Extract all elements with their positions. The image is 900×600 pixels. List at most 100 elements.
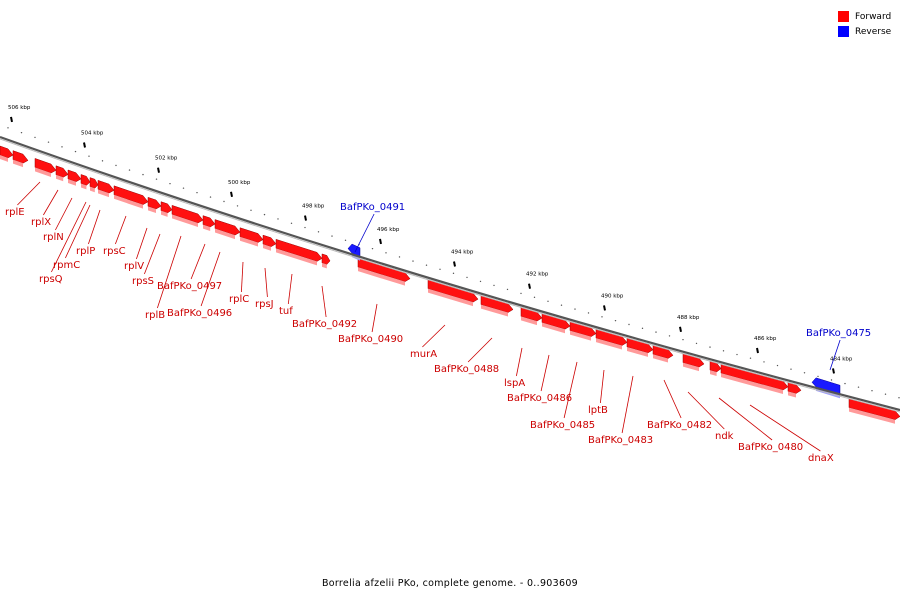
gene-arrow-forward bbox=[262, 234, 277, 247]
tick-label: 498 kbp bbox=[302, 204, 325, 210]
tick-label: 502 kbp bbox=[155, 156, 178, 162]
tick-mark bbox=[304, 215, 307, 221]
gene-arrow-shadow bbox=[114, 194, 143, 209]
gene-label-bafpko_0497: BafPKo_0497 bbox=[157, 281, 222, 292]
gene-arrow-forward bbox=[214, 219, 241, 236]
gene-arrow-shadow bbox=[322, 262, 327, 269]
gene-arrow-shadow bbox=[0, 155, 8, 162]
gene-arrow-shadow bbox=[276, 248, 317, 266]
gene-arrow-forward bbox=[321, 253, 331, 265]
gene-arrow-forward bbox=[55, 165, 69, 178]
label-connector bbox=[563, 361, 578, 419]
gene-label-rplc: rplC bbox=[229, 294, 249, 305]
gene-label-lspa: lspA bbox=[504, 378, 525, 389]
label-connector bbox=[287, 273, 293, 305]
tick-label: 484 kbp bbox=[830, 356, 853, 362]
gene-arrow-shadow bbox=[172, 214, 198, 227]
gene-arrow-shadow bbox=[68, 178, 76, 186]
gene-arrow-forward bbox=[0, 145, 14, 159]
reverse-swatch bbox=[838, 26, 849, 37]
gene-arrow-shadow bbox=[358, 267, 405, 286]
gene-label-bafpko_0488: BafPKo_0488 bbox=[434, 364, 499, 375]
label-connector bbox=[371, 303, 378, 333]
gene-label-rpsq: rpsQ bbox=[39, 274, 63, 285]
label-connector bbox=[354, 213, 375, 253]
gene-label-rplp: rplP bbox=[76, 246, 95, 257]
label-connector bbox=[241, 261, 244, 293]
tick-mark bbox=[453, 261, 456, 267]
label-connector bbox=[749, 404, 821, 452]
gene-label-rpmc: rpmC bbox=[53, 260, 80, 271]
gene-arrow-shadow bbox=[481, 304, 508, 317]
tick-label: 488 kbp bbox=[677, 315, 700, 321]
gene-arrow-shadow bbox=[81, 183, 87, 190]
gene-arrow-shadow bbox=[13, 159, 23, 168]
label-connector bbox=[51, 201, 87, 273]
label-connector bbox=[621, 375, 634, 434]
gene-arrow-shadow bbox=[215, 228, 235, 240]
gene-arrow-shadow bbox=[428, 288, 473, 307]
gene-arrow-shadow bbox=[240, 236, 258, 247]
tick-label: 494 kbp bbox=[451, 250, 474, 256]
label-connector bbox=[687, 391, 725, 430]
gene-label-rplv: rplV bbox=[124, 261, 144, 272]
tick-mark bbox=[379, 238, 382, 245]
tick-label: 504 kbp bbox=[81, 131, 104, 137]
gene-label-bafpko_0486: BafPKo_0486 bbox=[507, 393, 572, 404]
label-connector bbox=[157, 235, 182, 309]
gene-arrow-forward bbox=[171, 205, 204, 224]
gene-label-rplx: rplX bbox=[31, 217, 51, 228]
gene-arrow-shadow bbox=[148, 206, 156, 213]
gene-label-rpss: rpsS bbox=[132, 276, 154, 287]
label-connector bbox=[65, 204, 91, 259]
gene-label-bafpko_0482: BafPKo_0482 bbox=[647, 420, 712, 431]
tick-mark bbox=[679, 326, 682, 333]
gene-arrow-shadow bbox=[627, 346, 648, 357]
label-connector bbox=[600, 369, 605, 404]
gene-label-dnax: dnaX bbox=[808, 453, 834, 464]
gene-arrow-forward bbox=[275, 238, 323, 262]
label-connector bbox=[467, 337, 493, 363]
legend-forward-label: Forward bbox=[855, 11, 892, 22]
gene-label-bafpko_0496: BafPKo_0496 bbox=[167, 308, 232, 319]
tick-mark bbox=[230, 191, 233, 197]
legend-reverse: Reverse bbox=[838, 24, 891, 39]
gene-arrow-shadow bbox=[653, 354, 668, 363]
gene-arrow-shadow bbox=[203, 224, 211, 231]
gene-label-bafpko_0485: BafPKo_0485 bbox=[530, 420, 595, 431]
gene-arrow-shadow bbox=[683, 362, 699, 372]
forward-swatch bbox=[838, 11, 849, 22]
tick-mark bbox=[832, 368, 835, 374]
gene-label-tuf: tuf bbox=[279, 306, 293, 317]
gene-arrow-shadow bbox=[161, 210, 168, 217]
label-connector bbox=[321, 285, 327, 318]
gene-arrow-shadow bbox=[788, 391, 796, 398]
tick-mark bbox=[157, 167, 160, 173]
label-connector bbox=[829, 339, 841, 371]
gene-label-rpln: rplN bbox=[43, 232, 64, 243]
gene-label-mura: murA bbox=[410, 349, 437, 360]
gene-arrow-shadow bbox=[542, 322, 565, 334]
label-connector bbox=[55, 197, 73, 231]
label-connector bbox=[516, 347, 523, 377]
gene-arrow-forward bbox=[202, 215, 216, 228]
gene-arrow-forward bbox=[34, 158, 57, 174]
label-connector bbox=[190, 243, 206, 280]
tick-marks: 506 kbp 504 kbp 502 kbp 500 kbp 498 kbp 496 k… bbox=[8, 105, 853, 374]
gene-arrow-shadow bbox=[98, 189, 109, 198]
genome-backbone bbox=[0, 135, 900, 412]
label-connector bbox=[422, 324, 446, 348]
tick-label: 506 kbp bbox=[8, 105, 31, 111]
label-connector bbox=[540, 354, 550, 392]
gene-arrow-forward bbox=[97, 179, 115, 194]
gene-label-bafpko_0491: BafPKo_0491 bbox=[340, 202, 405, 213]
gene-arrow-shadow bbox=[35, 167, 51, 178]
gene-arrow-forward bbox=[80, 174, 91, 186]
tick-mark bbox=[528, 283, 531, 289]
tick-label: 490 kbp bbox=[601, 293, 624, 299]
gene-arrow-forward bbox=[160, 201, 173, 214]
gene-arrow-shadow bbox=[56, 174, 64, 182]
tick-label: 486 kbp bbox=[754, 336, 777, 342]
tick-label: 496 kbp bbox=[377, 227, 400, 233]
